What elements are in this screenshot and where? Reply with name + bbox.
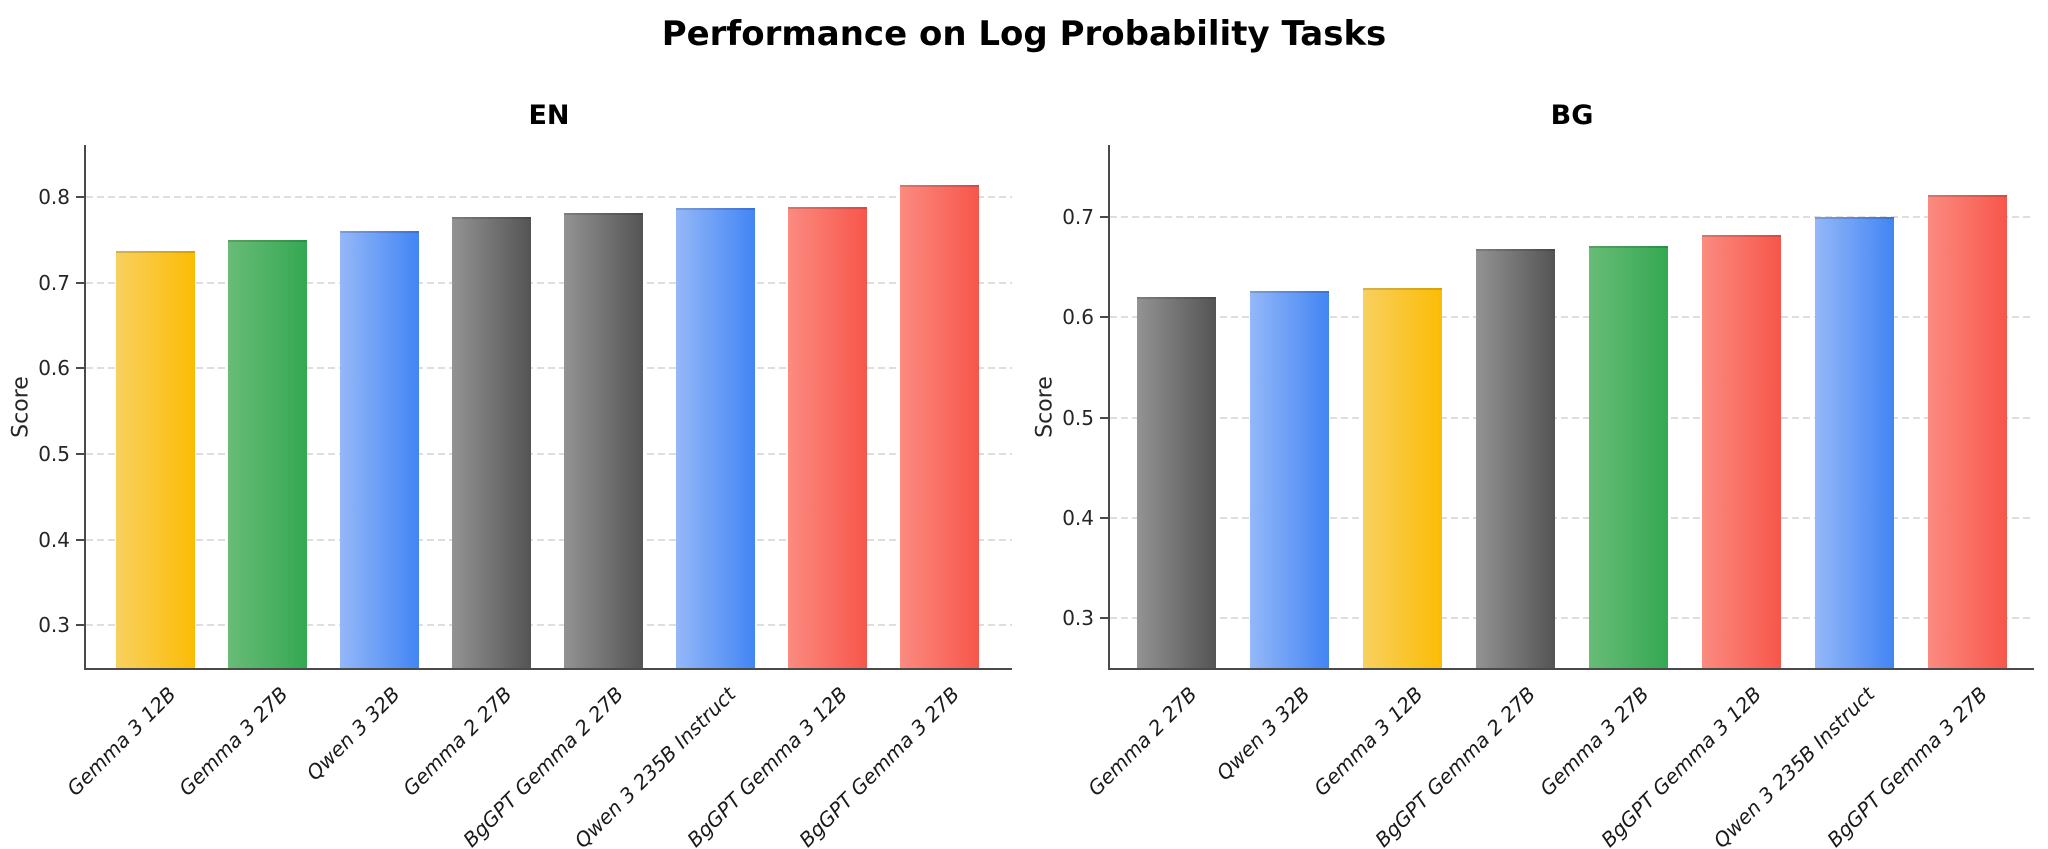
- y-tick-mark: [76, 281, 84, 284]
- y-tick-label: 0.5: [1062, 405, 1094, 430]
- y-tick-mark: [76, 538, 84, 541]
- y-tick-mark: [76, 367, 84, 370]
- y-tick-label: 0.4: [1062, 505, 1094, 530]
- bar-bggpt-gemma-3-12b: [1702, 235, 1781, 668]
- y-tick-label: 0.7: [1062, 205, 1094, 230]
- y-axis-spine: [84, 145, 86, 670]
- y-tick-mark: [1100, 316, 1108, 319]
- x-tick-label-gemma-3-27b: Gemma 3 27B: [173, 682, 293, 801]
- y-axis-spine: [1108, 145, 1110, 670]
- x-tick-label-gemma-3-27b: Gemma 3 27B: [1534, 682, 1654, 801]
- x-tick-label-qwen-3-32b: Qwen 3 32B: [301, 682, 405, 786]
- bar-gemma-2-27b: [452, 216, 531, 668]
- y-tick-label: 0.4: [38, 527, 70, 552]
- bar-gemma-3-12b: [1363, 288, 1442, 668]
- y-tick-mark: [76, 624, 84, 627]
- y-tick-mark: [1100, 416, 1108, 419]
- y-tick-label: 0.3: [38, 613, 70, 638]
- gridline-0.4: [86, 538, 1012, 541]
- y-tick-mark: [76, 196, 84, 199]
- gridline-0.3: [86, 624, 1012, 627]
- y-tick-mark: [76, 453, 84, 455]
- subplot-title-bg: BG: [1550, 100, 1594, 131]
- y-tick-label: 0.6: [38, 356, 70, 381]
- y-tick-mark: [1100, 616, 1108, 619]
- y-tick-label: 0.8: [38, 185, 70, 210]
- gridline-0.8: [86, 196, 1012, 199]
- x-axis-spine: [84, 668, 1012, 670]
- gridline-0.7: [86, 281, 1012, 284]
- subplot-title-en: EN: [528, 100, 570, 131]
- bar-bggpt-gemma-2-27b: [564, 212, 643, 668]
- x-axis-spine: [1108, 668, 2034, 670]
- y-tick-label: 0.7: [38, 270, 70, 295]
- bar-gemma-2-27b: [1137, 297, 1216, 668]
- gridline-0.7: [1110, 216, 2034, 219]
- x-tick-label-qwen-3-32b: Qwen 3 32B: [1211, 682, 1315, 786]
- bar-qwen-3-32b: [1250, 291, 1329, 668]
- y-axis-label-text: Score: [8, 375, 34, 438]
- x-tick-label-gemma-3-12b: Gemma 3 12B: [1308, 682, 1428, 801]
- bar-gemma-3-27b: [228, 240, 307, 668]
- bar-qwen-3-235b-instruct: [1815, 217, 1894, 668]
- x-tick-label-gemma-2-27b: Gemma 2 27B: [397, 682, 517, 801]
- y-tick-label: 0.3: [1062, 605, 1094, 630]
- bar-bggpt-gemma-3-27b: [1928, 195, 2007, 668]
- gridline-0.6: [1110, 316, 2034, 319]
- bar-bggpt-gemma-2-27b: [1476, 249, 1555, 668]
- y-tick-mark: [1100, 216, 1108, 219]
- x-tick-label-gemma-2-27b: Gemma 2 27B: [1082, 682, 1202, 801]
- y-tick-label: 0.5: [38, 442, 70, 466]
- gridline-0.6: [86, 367, 1012, 370]
- bar-gemma-3-27b: [1589, 246, 1668, 668]
- bar-qwen-3-235b-instruct: [676, 208, 755, 668]
- bar-qwen-3-32b: [340, 230, 419, 668]
- y-tick-label: 0.6: [1062, 305, 1094, 330]
- bar-bggpt-gemma-3-12b: [788, 207, 867, 668]
- gridline-0.3: [1110, 616, 2034, 619]
- y-tick-mark: [1100, 516, 1108, 519]
- bar-gemma-3-12b: [116, 251, 195, 668]
- figure-title: Performance on Log Probability Tasks: [661, 14, 1387, 54]
- gridline-0.5: [86, 453, 1012, 455]
- x-tick-label-gemma-3-12b: Gemma 3 12B: [61, 682, 181, 801]
- gridline-0.4: [1110, 516, 2034, 519]
- gridline-0.5: [1110, 416, 2034, 419]
- bar-bggpt-gemma-3-27b: [900, 185, 979, 668]
